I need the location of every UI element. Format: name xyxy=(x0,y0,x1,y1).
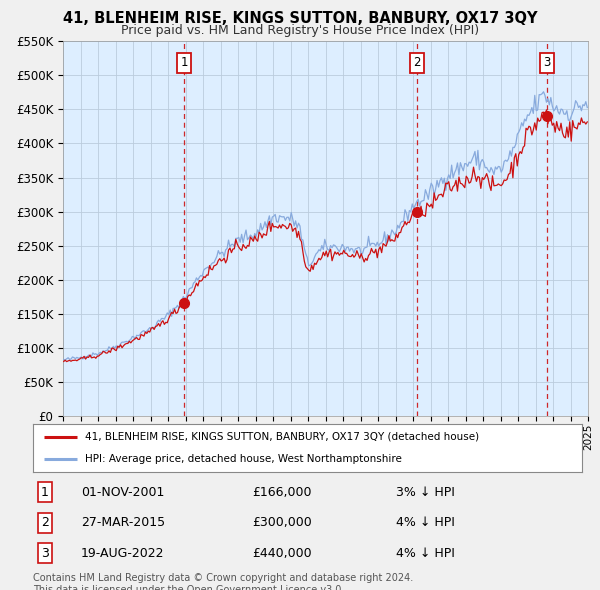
Text: 2: 2 xyxy=(413,56,421,69)
Text: Contains HM Land Registry data © Crown copyright and database right 2024.
This d: Contains HM Land Registry data © Crown c… xyxy=(33,573,413,590)
Text: 41, BLENHEIM RISE, KINGS SUTTON, BANBURY, OX17 3QY: 41, BLENHEIM RISE, KINGS SUTTON, BANBURY… xyxy=(63,11,537,25)
Text: 4% ↓ HPI: 4% ↓ HPI xyxy=(396,547,455,560)
Text: £440,000: £440,000 xyxy=(252,547,311,560)
Text: 3: 3 xyxy=(543,56,550,69)
Text: 27-MAR-2015: 27-MAR-2015 xyxy=(81,516,165,529)
Text: 1: 1 xyxy=(181,56,188,69)
Text: 4% ↓ HPI: 4% ↓ HPI xyxy=(396,516,455,529)
Text: 41, BLENHEIM RISE, KINGS SUTTON, BANBURY, OX17 3QY (detached house): 41, BLENHEIM RISE, KINGS SUTTON, BANBURY… xyxy=(85,432,479,442)
Text: Price paid vs. HM Land Registry's House Price Index (HPI): Price paid vs. HM Land Registry's House … xyxy=(121,24,479,37)
Text: 01-NOV-2001: 01-NOV-2001 xyxy=(81,486,164,499)
Text: £300,000: £300,000 xyxy=(252,516,312,529)
Text: 2: 2 xyxy=(41,516,49,529)
Text: £166,000: £166,000 xyxy=(252,486,311,499)
Text: 3: 3 xyxy=(41,547,49,560)
Text: 1: 1 xyxy=(41,486,49,499)
Text: HPI: Average price, detached house, West Northamptonshire: HPI: Average price, detached house, West… xyxy=(85,454,402,464)
Text: 3% ↓ HPI: 3% ↓ HPI xyxy=(396,486,455,499)
Text: 19-AUG-2022: 19-AUG-2022 xyxy=(81,547,164,560)
